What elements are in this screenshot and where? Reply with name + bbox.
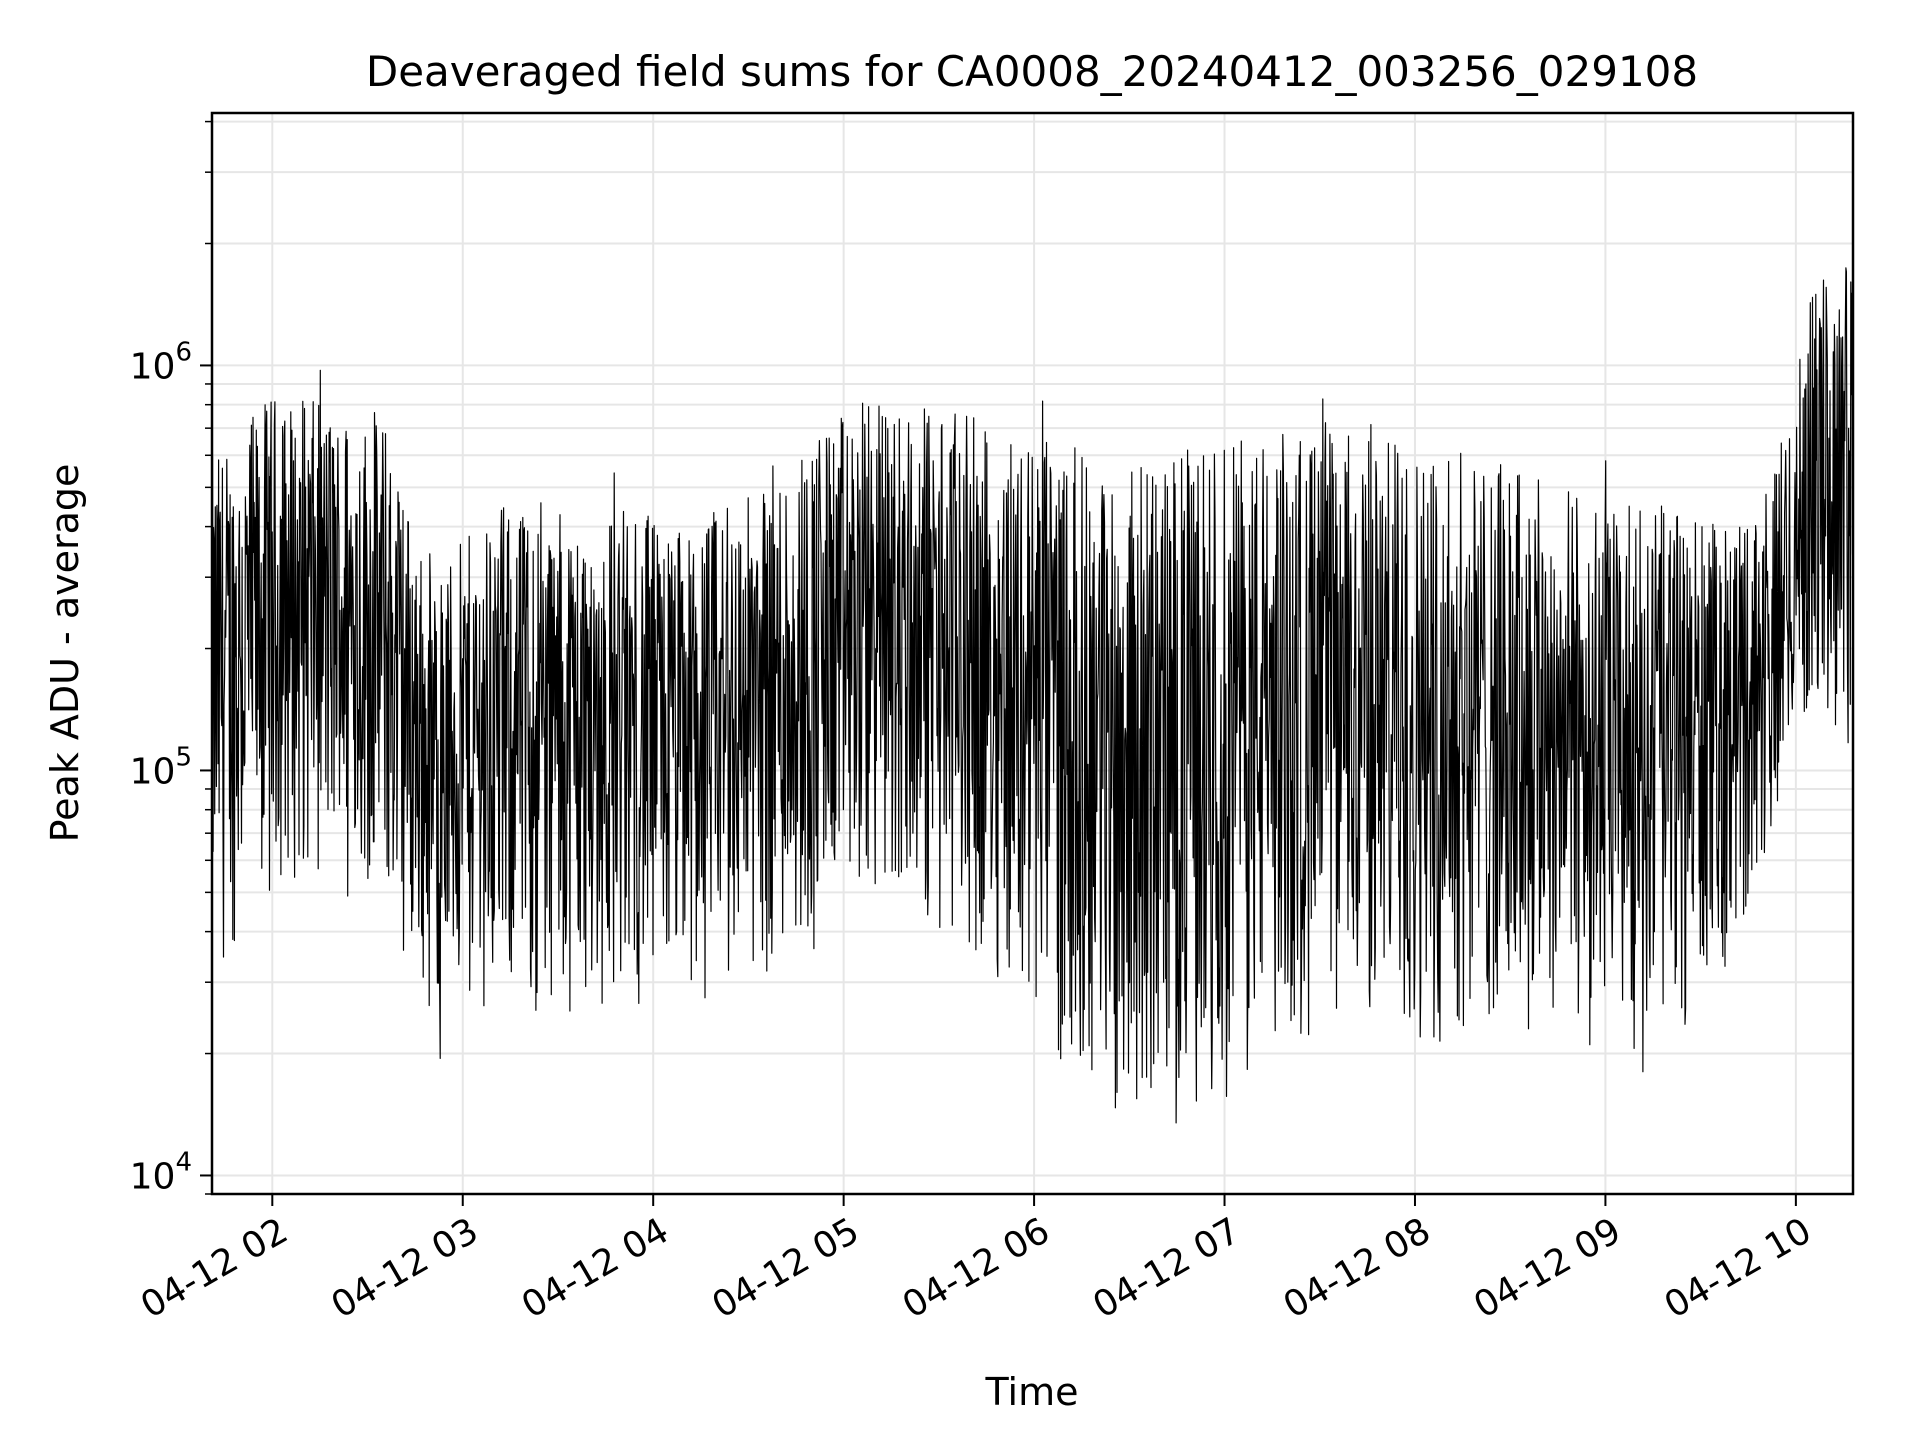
y-tick-label: 104 (130, 1147, 192, 1197)
x-tick-label: 04-12 04 (515, 1210, 676, 1326)
series-line (211, 267, 1854, 1124)
x-tick-label: 04-12 06 (896, 1210, 1057, 1326)
y-tick-label: 105 (130, 742, 192, 792)
x-tick-label: 04-12 03 (325, 1210, 486, 1326)
y-axis: 104 105 106 (130, 120, 212, 1197)
x-tick-label: 04-12 02 (134, 1210, 295, 1326)
x-tick-label: 04-12 05 (705, 1210, 866, 1326)
x-tick-label: 04-12 10 (1658, 1210, 1819, 1326)
plot-frame (210, 111, 1855, 1196)
x-tick-label: 04-12 07 (1086, 1210, 1247, 1326)
y-tick-label: 106 (130, 337, 192, 387)
x-axis: 04-12 02 04-12 03 04-12 04 04-12 05 04-12 06… (134, 1194, 1818, 1327)
grid-lines (212, 113, 1853, 1195)
chart-title: Deaveraged field sums for CA0008_2024041… (366, 47, 1698, 96)
x-tick-label: 04-12 08 (1277, 1210, 1438, 1326)
x-axis-label: Time (985, 1370, 1079, 1414)
series-line-path (211, 267, 1854, 1124)
x-tick-label: 04-12 09 (1467, 1210, 1628, 1326)
y-axis-label: Peak ADU - average (43, 464, 87, 843)
